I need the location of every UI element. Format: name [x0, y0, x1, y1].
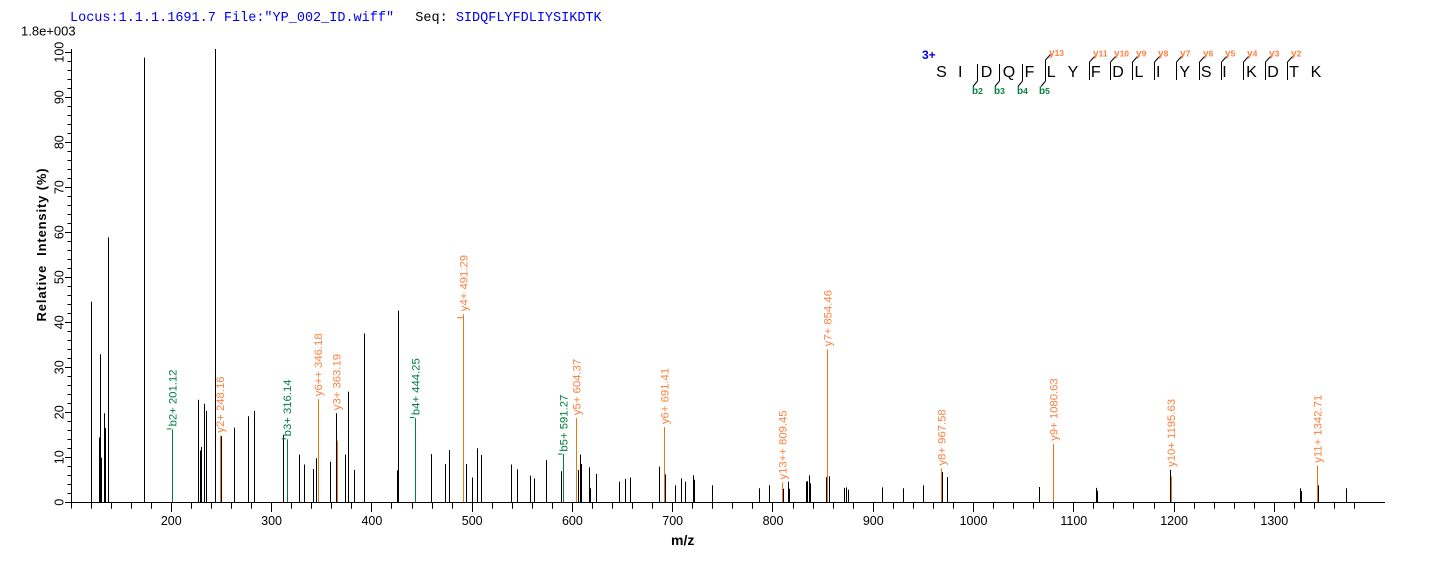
svg-text:y4: y4	[1247, 49, 1258, 60]
svg-text:y11: y11	[1093, 49, 1108, 60]
svg-text:y8: y8	[1158, 49, 1169, 60]
svg-text:Seq: SIDQFLYFDLIYSIKDTK: Seq: SIDQFLYFDLIYSIKDTK	[415, 11, 602, 26]
svg-text:b4: b4	[1017, 86, 1028, 97]
svg-text:S: S	[936, 64, 947, 81]
svg-text:40: 40	[53, 315, 67, 329]
svg-text:F: F	[1091, 64, 1101, 81]
svg-text:Q: Q	[1003, 64, 1015, 81]
svg-text:900: 900	[863, 514, 884, 528]
svg-text:90: 90	[53, 90, 67, 104]
svg-text:400: 400	[361, 514, 382, 528]
svg-text:50: 50	[53, 270, 67, 284]
svg-text:500: 500	[462, 514, 483, 528]
svg-text:y13: y13	[1049, 48, 1064, 59]
svg-text:Y: Y	[1068, 64, 1079, 81]
svg-text:y13++ 809.45: y13++ 809.45	[777, 410, 789, 479]
svg-text:I: I	[1156, 64, 1160, 81]
svg-text:D: D	[981, 64, 993, 81]
svg-text:1100: 1100	[1060, 514, 1087, 528]
svg-text:b5: b5	[1039, 86, 1050, 97]
svg-text:y11+ 1342.71: y11+ 1342.71	[1313, 395, 1325, 463]
svg-text:y5+ 604.37: y5+ 604.37	[571, 359, 583, 415]
svg-text:L: L	[1135, 64, 1144, 81]
svg-text:y3+ 363.19: y3+ 363.19	[331, 354, 343, 410]
svg-text:600: 600	[562, 514, 583, 528]
svg-text:1300: 1300	[1260, 514, 1288, 528]
svg-text:T: T	[1289, 64, 1299, 81]
svg-text:y2: y2	[1291, 49, 1302, 60]
svg-text:200: 200	[161, 514, 182, 528]
svg-text:y2+ 248.16: y2+ 248.16	[215, 376, 227, 432]
svg-text:D: D	[1112, 64, 1124, 81]
svg-text:10: 10	[53, 450, 67, 464]
svg-text:y7+ 854.46: y7+ 854.46	[823, 290, 835, 346]
svg-text:1.8e+003: 1.8e+003	[21, 24, 76, 39]
svg-text:300: 300	[261, 514, 282, 528]
svg-text:D: D	[1267, 64, 1279, 81]
svg-text:800: 800	[763, 514, 784, 528]
svg-text:3+: 3+	[922, 48, 936, 62]
svg-text:y5: y5	[1225, 49, 1236, 60]
svg-text:y10+ 1195.63: y10+ 1195.63	[1166, 399, 1178, 467]
svg-text:S: S	[1201, 64, 1212, 81]
svg-text:I: I	[958, 64, 962, 81]
svg-text:b2: b2	[972, 86, 983, 97]
svg-text:100: 100	[53, 42, 67, 63]
svg-text:y3: y3	[1269, 49, 1280, 60]
svg-text:F: F	[1025, 64, 1035, 81]
svg-text:y9: y9	[1136, 49, 1147, 60]
svg-text:y6+ 691.41: y6+ 691.41	[659, 368, 671, 424]
svg-text:700: 700	[662, 514, 683, 528]
svg-text:70: 70	[53, 180, 67, 194]
svg-text:y4+ 491.29: y4+ 491.29	[459, 255, 471, 311]
svg-text:y9+ 1080.63: y9+ 1080.63	[1049, 378, 1061, 441]
svg-text:b2+ 201.12: b2+ 201.12	[167, 370, 179, 427]
svg-text:I: I	[1222, 64, 1226, 81]
svg-text:0: 0	[53, 499, 67, 506]
svg-text:y7: y7	[1180, 49, 1191, 60]
svg-text:y6: y6	[1203, 49, 1214, 60]
svg-text:20: 20	[53, 405, 67, 419]
svg-text:m/z: m/z	[671, 532, 694, 548]
svg-text:30: 30	[53, 360, 67, 374]
svg-text:b3+ 316.14: b3+ 316.14	[282, 379, 294, 436]
svg-text:K: K	[1311, 64, 1322, 81]
svg-text:y10: y10	[1114, 49, 1129, 60]
svg-text:60: 60	[53, 225, 67, 239]
svg-text:Locus:1.1.1.1691.7 File:"YP_00: Locus:1.1.1.1691.7 File:"YP_002_ID.wiff"	[70, 11, 394, 26]
svg-text:y8+ 967.58: y8+ 967.58	[936, 409, 948, 465]
svg-text:1000: 1000	[960, 514, 988, 528]
svg-text:b4+ 444.25: b4+ 444.25	[410, 358, 422, 415]
svg-text:y6++ 346.18: y6++ 346.18	[313, 333, 325, 396]
svg-text:80: 80	[53, 135, 67, 149]
svg-text:b3: b3	[994, 86, 1005, 97]
svg-text:Y: Y	[1179, 64, 1190, 81]
svg-text:Relative Intensity (%): Relative Intensity (%)	[34, 168, 49, 322]
svg-text:b5+ 591.27: b5+ 591.27	[559, 395, 571, 452]
svg-text:L: L	[1047, 64, 1056, 81]
svg-text:K: K	[1246, 64, 1257, 81]
svg-text:1200: 1200	[1160, 514, 1188, 528]
